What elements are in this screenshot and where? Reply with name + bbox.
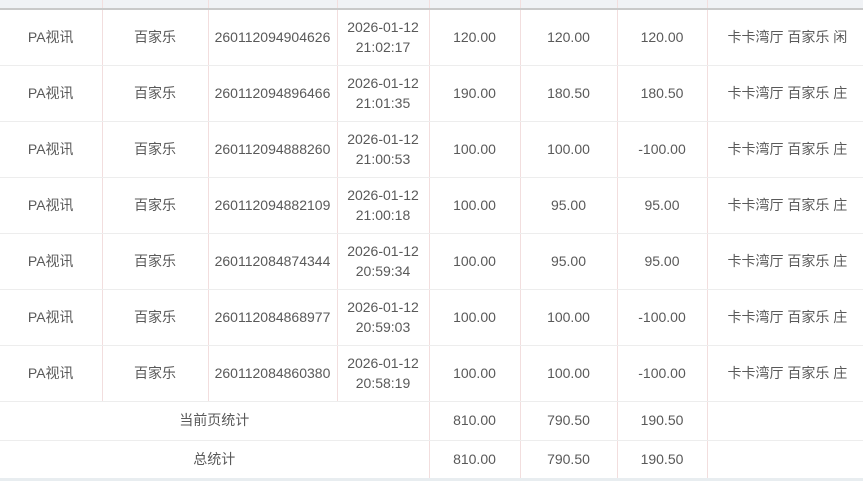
cell-bet-time: 2026-01-12 21:02:17 <box>337 9 430 66</box>
page-summary-valid-bet: 790.50 <box>520 401 618 441</box>
cell-platform: PA视讯 <box>0 289 103 346</box>
cell-game-type: 百家乐 <box>102 345 209 402</box>
clipped-cell <box>337 0 430 10</box>
page-summary-row: 当前页统计 810.00 790.50 190.50 <box>0 401 863 441</box>
cell-platform: PA视讯 <box>0 121 103 178</box>
table-row: PA视讯 百家乐 260112094888260 2026-01-12 21:0… <box>0 121 863 178</box>
cell-game-type: 百家乐 <box>102 177 209 234</box>
bet-records-table: PA视讯 百家乐 260112094904626 2026-01-12 21:0… <box>0 0 863 481</box>
cell-game-type: 百家乐 <box>102 289 209 346</box>
cell-bet-detail: 卡卡湾厅 百家乐 庄 <box>707 177 863 234</box>
cell-bet-time: 2026-01-12 21:00:18 <box>337 177 430 234</box>
cell-bet-time: 2026-01-12 20:59:34 <box>337 233 430 290</box>
table-row: PA视讯 百家乐 260112084860380 2026-01-12 20:5… <box>0 345 863 402</box>
page-summary-win-loss: 190.50 <box>617 401 708 441</box>
cell-bet-amount: 190.00 <box>429 65 521 122</box>
clipped-cell <box>0 0 103 10</box>
cell-bet-detail: 卡卡湾厅 百家乐 庄 <box>707 289 863 346</box>
cell-platform: PA视讯 <box>0 177 103 234</box>
clipped-cell <box>617 0 708 10</box>
cell-platform: PA视讯 <box>0 9 103 66</box>
table-row: PA视讯 百家乐 260112094896466 2026-01-12 21:0… <box>0 65 863 122</box>
clipped-cell <box>520 0 618 10</box>
cell-order-number: 260112094882109 <box>208 177 338 234</box>
cell-bet-amount: 100.00 <box>429 345 521 402</box>
cell-platform: PA视讯 <box>0 233 103 290</box>
clipped-cell <box>102 0 209 10</box>
page-summary-empty-cell <box>707 401 863 441</box>
clipped-header-row <box>0 0 863 10</box>
cell-valid-bet: 180.50 <box>520 65 618 122</box>
table-row: PA视讯 百家乐 260112084868977 2026-01-12 20:5… <box>0 289 863 346</box>
cell-game-type: 百家乐 <box>102 9 209 66</box>
cell-order-number: 260112094896466 <box>208 65 338 122</box>
cell-valid-bet: 120.00 <box>520 9 618 66</box>
cell-order-number: 260112094888260 <box>208 121 338 178</box>
cell-win-loss: 180.50 <box>617 65 708 122</box>
clipped-cell <box>208 0 338 10</box>
cell-bet-time: 2026-01-12 20:59:03 <box>337 289 430 346</box>
cell-game-type: 百家乐 <box>102 233 209 290</box>
cell-win-loss: 120.00 <box>617 9 708 66</box>
page-summary-bet-amount: 810.00 <box>429 401 521 441</box>
cell-bet-detail: 卡卡湾厅 百家乐 庄 <box>707 65 863 122</box>
cell-order-number: 260112084860380 <box>208 345 338 402</box>
total-summary-row: 总统计 810.00 790.50 190.50 <box>0 440 863 481</box>
cell-bet-amount: 120.00 <box>429 9 521 66</box>
cell-valid-bet: 95.00 <box>520 177 618 234</box>
cell-bet-detail: 卡卡湾厅 百家乐 庄 <box>707 345 863 402</box>
cell-valid-bet: 100.00 <box>520 121 618 178</box>
cell-win-loss: 95.00 <box>617 233 708 290</box>
table-row: PA视讯 百家乐 260112084874344 2026-01-12 20:5… <box>0 233 863 290</box>
cell-bet-amount: 100.00 <box>429 289 521 346</box>
cell-valid-bet: 95.00 <box>520 233 618 290</box>
total-summary-label: 总统计 <box>0 440 430 481</box>
cell-platform: PA视讯 <box>0 345 103 402</box>
cell-order-number: 260112084868977 <box>208 289 338 346</box>
summary-body: 当前页统计 810.00 790.50 190.50 总统计 810.00 79… <box>0 401 863 481</box>
cell-win-loss: -100.00 <box>617 289 708 346</box>
cell-game-type: 百家乐 <box>102 65 209 122</box>
cell-bet-time: 2026-01-12 21:00:53 <box>337 121 430 178</box>
cell-bet-detail: 卡卡湾厅 百家乐 庄 <box>707 121 863 178</box>
cell-bet-detail: 卡卡湾厅 百家乐 庄 <box>707 233 863 290</box>
cell-order-number: 260112094904626 <box>208 9 338 66</box>
cell-game-type: 百家乐 <box>102 121 209 178</box>
total-summary-win-loss: 190.50 <box>617 440 708 481</box>
cell-bet-detail: 卡卡湾厅 百家乐 闲 <box>707 9 863 66</box>
clipped-cell <box>429 0 521 10</box>
total-summary-bet-amount: 810.00 <box>429 440 521 481</box>
total-summary-valid-bet: 790.50 <box>520 440 618 481</box>
cell-win-loss: -100.00 <box>617 345 708 402</box>
clipped-cell <box>707 0 863 10</box>
total-summary-empty-cell <box>707 440 863 481</box>
cell-platform: PA视讯 <box>0 65 103 122</box>
page-summary-label: 当前页统计 <box>0 401 430 441</box>
cell-win-loss: 95.00 <box>617 177 708 234</box>
table-body: PA视讯 百家乐 260112094904626 2026-01-12 21:0… <box>0 0 863 402</box>
table-row: PA视讯 百家乐 260112094882109 2026-01-12 21:0… <box>0 177 863 234</box>
cell-bet-amount: 100.00 <box>429 121 521 178</box>
table-row: PA视讯 百家乐 260112094904626 2026-01-12 21:0… <box>0 9 863 66</box>
cell-valid-bet: 100.00 <box>520 289 618 346</box>
cell-valid-bet: 100.00 <box>520 345 618 402</box>
cell-order-number: 260112084874344 <box>208 233 338 290</box>
cell-bet-time: 2026-01-12 21:01:35 <box>337 65 430 122</box>
cell-bet-amount: 100.00 <box>429 233 521 290</box>
cell-bet-time: 2026-01-12 20:58:19 <box>337 345 430 402</box>
cell-bet-amount: 100.00 <box>429 177 521 234</box>
cell-win-loss: -100.00 <box>617 121 708 178</box>
